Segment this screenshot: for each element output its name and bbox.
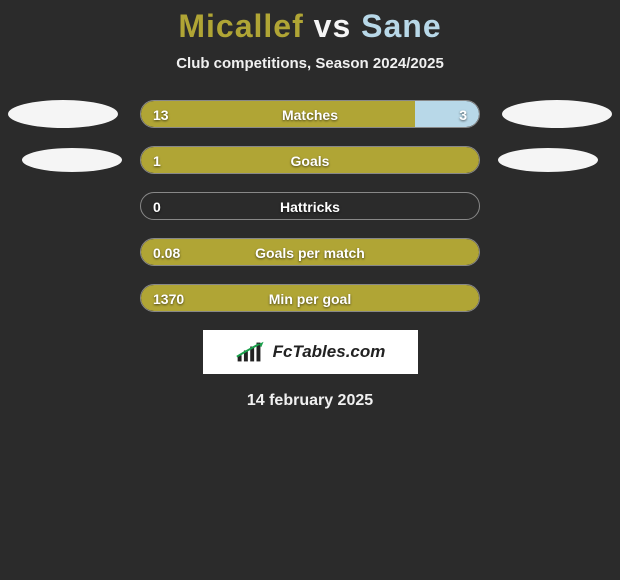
stat-bar: 1370 Min per goal [140,284,480,312]
stat-row: 0 Hattricks [0,192,620,220]
player1-marker [22,148,122,172]
stat-row: 0.08 Goals per match [0,238,620,266]
player1-value: 1 [153,147,161,174]
stat-label: Matches [282,101,338,128]
player2-value: 3 [459,101,467,128]
stat-bar: 0 Hattricks [140,192,480,220]
stat-label: Min per goal [269,285,351,312]
stat-label: Hattricks [280,193,340,220]
source-logo: FcTables.com [203,330,418,374]
stat-bar: 13 Matches 3 [140,100,480,128]
chart-icon [235,341,267,363]
player1-name: Micallef [178,8,303,44]
stat-bar: 0.08 Goals per match [140,238,480,266]
player1-bar-fill [141,101,415,127]
stat-row: 1370 Min per goal [0,284,620,312]
player2-bar-fill [415,101,479,127]
date-text: 14 february 2025 [0,392,620,410]
player1-value: 1370 [153,285,184,312]
vs-text: vs [314,8,352,44]
player1-value: 0 [153,193,161,220]
subtitle: Club competitions, Season 2024/2025 [0,55,620,72]
stat-bar: 1 Goals [140,146,480,174]
player2-marker [498,148,598,172]
stat-row: 1 Goals [0,146,620,174]
stat-label: Goals per match [255,239,365,266]
comparison-title: Micallef vs Sane [0,0,620,45]
logo-text: FcTables.com [273,342,386,362]
player1-value: 13 [153,101,169,128]
player1-marker [8,100,118,128]
player1-value: 0.08 [153,239,180,266]
stat-label: Goals [291,147,330,174]
player2-marker [502,100,612,128]
stats-chart: 13 Matches 3 1 Goals 0 Hattricks 0.08 Goals per … [0,100,620,312]
player2-name: Sane [361,8,441,44]
stat-row: 13 Matches 3 [0,100,620,128]
